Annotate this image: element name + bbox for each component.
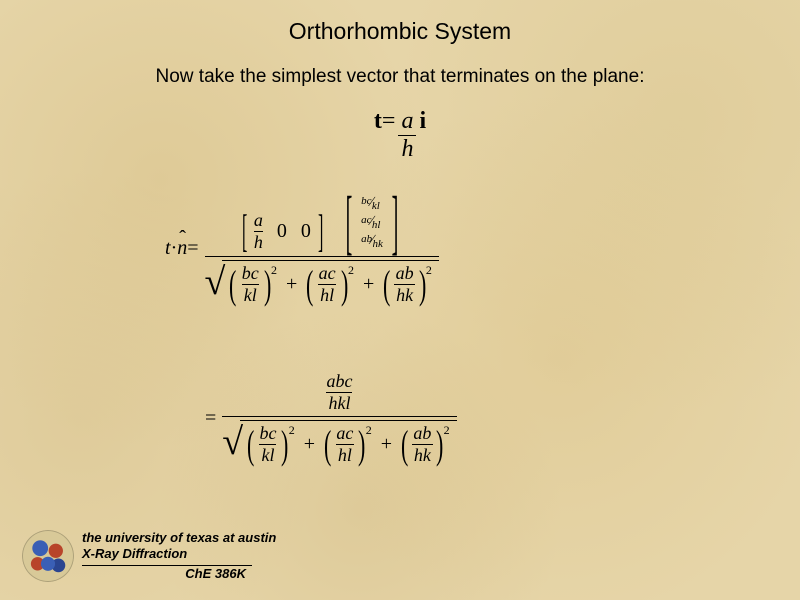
cv1-n: bc: [361, 195, 371, 207]
term-2b: ( ac hl ) 2: [321, 423, 375, 466]
paren-right-icon: ): [281, 427, 288, 463]
slide-footer: the university of texas at austin X-Ray …: [22, 530, 276, 582]
t2-den: hl: [318, 284, 336, 306]
t3b-sq: 2: [444, 423, 450, 438]
plus-2: +: [363, 273, 374, 296]
t1b-sq: 2: [289, 423, 295, 438]
term-3: ( ab hk ) 2: [380, 263, 435, 306]
term-2: ( ac hl ) 2: [303, 263, 357, 306]
lab-name: X-Ray Diffraction: [82, 546, 276, 562]
eq2-nhat: n: [177, 237, 187, 260]
plus-1: +: [286, 273, 297, 296]
eq3-big-fraction: abc hkl √ ( bc kl ) 2 +: [222, 370, 456, 466]
equation-dot-product: t · n = [ a h 0 0 ]: [165, 190, 439, 306]
rowvec-item-3: 0: [301, 220, 311, 243]
cv1-d: kl: [372, 200, 380, 212]
eq1-fraction: a h: [398, 108, 416, 163]
paren-left-icon: (: [229, 267, 236, 303]
t1b-num: bc: [257, 423, 278, 444]
bracket-right-icon: ]: [318, 208, 323, 254]
t2b-sq: 2: [366, 423, 372, 438]
footer-text-block: the university of texas at austin X-Ray …: [82, 530, 276, 582]
cv3-d: hk: [373, 238, 383, 250]
cv2-d: hl: [372, 219, 381, 231]
paren-left-icon: (: [247, 427, 254, 463]
colvec-item-2: ac ∕ hl: [361, 214, 383, 230]
row-vector: [ a h 0 0 ]: [237, 208, 329, 254]
paren-left-icon: (: [306, 267, 313, 303]
t2b-num: ac: [334, 423, 355, 444]
t2-sq: 2: [348, 263, 354, 278]
eq3-numerator: abc hkl: [324, 370, 354, 416]
eq2-dot: ·: [171, 237, 178, 260]
sqrt-expression: √ ( bc kl ) 2 + (: [205, 260, 439, 306]
ut-logo-icon: [22, 530, 74, 582]
t1b-den: kl: [259, 444, 276, 466]
term-3b: ( ab hk ) 2: [398, 423, 453, 466]
t2b-den: hl: [336, 444, 354, 466]
t3b-num: ab: [411, 423, 433, 444]
paren-right-icon: ): [419, 267, 426, 303]
radical-icon: √: [205, 266, 226, 298]
slide-subtitle: Now take the simplest vector that termin…: [0, 66, 800, 88]
colvec-item-1: bc ∕ kl: [361, 195, 383, 211]
rowvec-item-1: a h: [254, 210, 263, 253]
t3-sq: 2: [426, 263, 432, 278]
eq3-top-num: abc: [324, 371, 354, 392]
radical-icon: √: [222, 426, 243, 458]
university-name: the university of texas at austin: [82, 530, 276, 546]
term-1: ( bc kl ) 2: [226, 263, 280, 306]
paren-left-icon: (: [401, 427, 408, 463]
eq1-i: i: [419, 108, 426, 163]
rv1-num: a: [254, 210, 263, 231]
col-bracket-right-icon: ]: [392, 190, 399, 254]
eq2-numerator: [ a h 0 0 ] [ bc: [237, 190, 407, 256]
t3-den: hk: [394, 284, 415, 306]
t1-num: bc: [240, 263, 261, 284]
eq1-t: t: [374, 108, 382, 163]
paren-right-icon: ): [436, 427, 443, 463]
eq1-num: a: [398, 108, 416, 135]
slide-title: Orthorhombic System: [0, 18, 800, 45]
paren-right-icon: ): [264, 267, 271, 303]
equation-t-vector: t = a h i: [0, 108, 800, 163]
eq2-big-fraction: [ a h 0 0 ] [ bc: [205, 190, 439, 306]
eq2-equals: =: [187, 237, 198, 260]
paren-left-icon: (: [324, 427, 331, 463]
sqrt-expression-2: √ ( bc kl ) 2 + ( a: [222, 420, 456, 466]
paren-left-icon: (: [383, 267, 390, 303]
t2-num: ac: [317, 263, 338, 284]
cv2-n: ac: [361, 214, 371, 226]
eq3-equals: =: [205, 407, 216, 430]
equation-simplified: = abc hkl √ ( bc kl ) 2: [205, 370, 457, 466]
eq3-top-den: hkl: [326, 392, 352, 414]
rv1-den: h: [254, 231, 263, 253]
term-1b: ( bc kl ) 2: [244, 423, 298, 466]
eq1-den: h: [398, 135, 416, 163]
paren-right-icon: ): [358, 427, 365, 463]
bracket-left-icon: [: [242, 208, 247, 254]
plus-1b: +: [304, 433, 315, 456]
eq1-equals: =: [382, 108, 396, 163]
t1-sq: 2: [271, 263, 277, 278]
eq3-denominator: √ ( bc kl ) 2 + ( a: [222, 416, 456, 466]
plus-2b: +: [381, 433, 392, 456]
colvec-item-3: ab ∕ hk: [361, 233, 383, 249]
column-vector: [ bc ∕ kl ac ∕ hl ab: [337, 190, 407, 254]
t3b-den: hk: [412, 444, 433, 466]
course-code: ChE 386K: [82, 566, 252, 582]
paren-right-icon: ): [341, 267, 348, 303]
t1-den: kl: [242, 284, 259, 306]
eq2-denominator: √ ( bc kl ) 2 + (: [205, 256, 439, 306]
cv3-n: ab: [361, 233, 372, 245]
t3-num: ab: [394, 263, 416, 284]
rowvec-item-2: 0: [277, 220, 287, 243]
col-bracket-left-icon: [: [346, 190, 353, 254]
